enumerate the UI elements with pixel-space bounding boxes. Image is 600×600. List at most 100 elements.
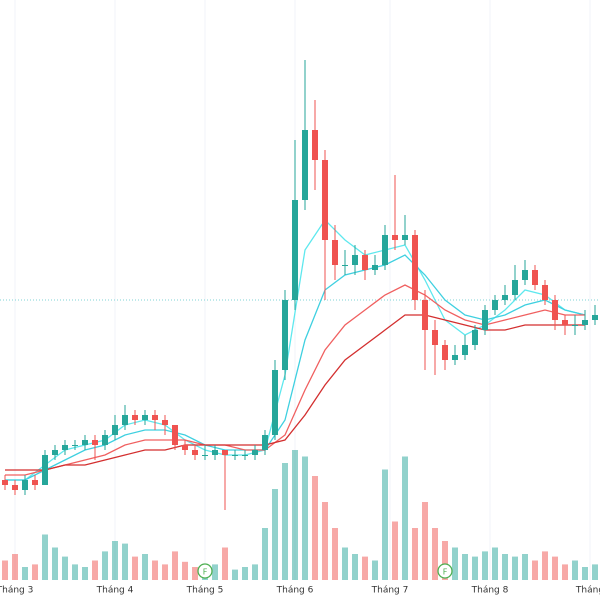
moving-average	[5, 218, 586, 481]
volume-bar	[582, 567, 588, 580]
volume-bar	[502, 554, 508, 580]
volume-bar	[412, 528, 418, 580]
event-label: F	[203, 568, 208, 577]
volume-bar	[262, 528, 268, 580]
volume-bar	[32, 564, 38, 580]
volume-bar	[52, 547, 58, 580]
candle-body	[492, 300, 498, 310]
volume-bar	[182, 561, 188, 580]
candle-body	[372, 265, 378, 270]
volume-bar	[162, 564, 168, 580]
volume-bar	[302, 456, 308, 580]
moving-average	[5, 284, 585, 476]
candle-body	[542, 285, 548, 300]
candle-body	[592, 315, 598, 320]
volume-bar	[592, 564, 598, 580]
candle-body	[212, 450, 218, 455]
candle-body	[432, 330, 438, 345]
volume-bar	[102, 551, 108, 580]
volume-bar	[522, 554, 528, 580]
volume-bar	[382, 469, 388, 580]
volume-bar	[272, 489, 278, 580]
candle-body	[252, 450, 258, 455]
volume-bar	[282, 463, 288, 580]
volume-bar	[362, 556, 368, 580]
candle-body	[422, 300, 428, 330]
volume-bar	[12, 554, 18, 580]
volume-bar	[472, 556, 478, 580]
candle-body	[362, 255, 368, 270]
candle-body	[202, 455, 208, 456]
volume-bar	[552, 556, 558, 580]
volume-bar	[422, 502, 428, 580]
volume-bar	[212, 564, 218, 580]
event-marker	[197, 563, 213, 579]
volume-bar	[252, 564, 258, 580]
volume-bar	[132, 556, 138, 580]
volume-bar	[62, 556, 68, 580]
candle-body	[242, 455, 248, 456]
candle-body	[332, 240, 338, 265]
event-label: F	[443, 568, 448, 577]
volume-bar	[112, 541, 118, 580]
moving-average	[5, 314, 585, 471]
candle-body	[92, 440, 98, 445]
volume-bar	[532, 560, 538, 580]
candle-body	[562, 320, 568, 325]
volume-bar	[492, 547, 498, 580]
x-tick-label: Tháng 8	[471, 586, 509, 596]
candle-body	[162, 420, 168, 425]
candle-body	[102, 435, 108, 445]
candle-body	[582, 320, 588, 325]
candle-body	[12, 485, 18, 490]
candle-body	[122, 415, 128, 425]
volume-bar	[152, 560, 158, 580]
candle-body	[452, 355, 458, 360]
candle-body	[532, 270, 538, 285]
candle-body	[392, 235, 398, 240]
volume-bar	[312, 476, 318, 580]
volume-bar	[82, 567, 88, 580]
volume-bar	[572, 560, 578, 580]
candle-body	[172, 425, 178, 445]
candle-body	[82, 440, 88, 445]
volume-bar	[2, 560, 8, 580]
candle-body	[2, 480, 8, 485]
candle-body	[352, 255, 358, 265]
candle-body	[402, 235, 408, 240]
candle-body	[502, 295, 508, 300]
volume-bar	[402, 456, 408, 580]
volume-bar	[432, 528, 438, 580]
volume-bar	[242, 567, 248, 580]
candle-body	[522, 270, 528, 280]
volume-bar	[92, 560, 98, 580]
volume-bar	[332, 528, 338, 580]
candle-body	[512, 280, 518, 295]
moving-average	[5, 254, 586, 481]
volume-bar	[172, 551, 178, 580]
candle-body	[62, 445, 68, 450]
candle-body	[272, 370, 278, 435]
candle-body	[42, 455, 48, 485]
candle-body	[412, 235, 418, 300]
volume-bar	[22, 567, 28, 580]
candle-body	[552, 300, 558, 320]
volume-bar	[372, 560, 378, 580]
candle-body	[322, 160, 328, 240]
volume-bar	[482, 551, 488, 580]
volume-bar	[542, 551, 548, 580]
candle-body	[572, 325, 578, 326]
volume-bar	[192, 567, 198, 580]
x-tick-label: Tháng 7	[371, 586, 409, 596]
candle-body	[182, 445, 188, 450]
candle-body	[232, 455, 238, 456]
volume-bar	[322, 502, 328, 580]
candle-body	[292, 200, 298, 300]
volume-bar	[122, 543, 128, 580]
volume-bar	[512, 556, 518, 580]
candle-body	[462, 345, 468, 355]
candle-body	[302, 130, 308, 200]
volume-bar	[222, 547, 228, 580]
volume-bar	[462, 554, 468, 580]
